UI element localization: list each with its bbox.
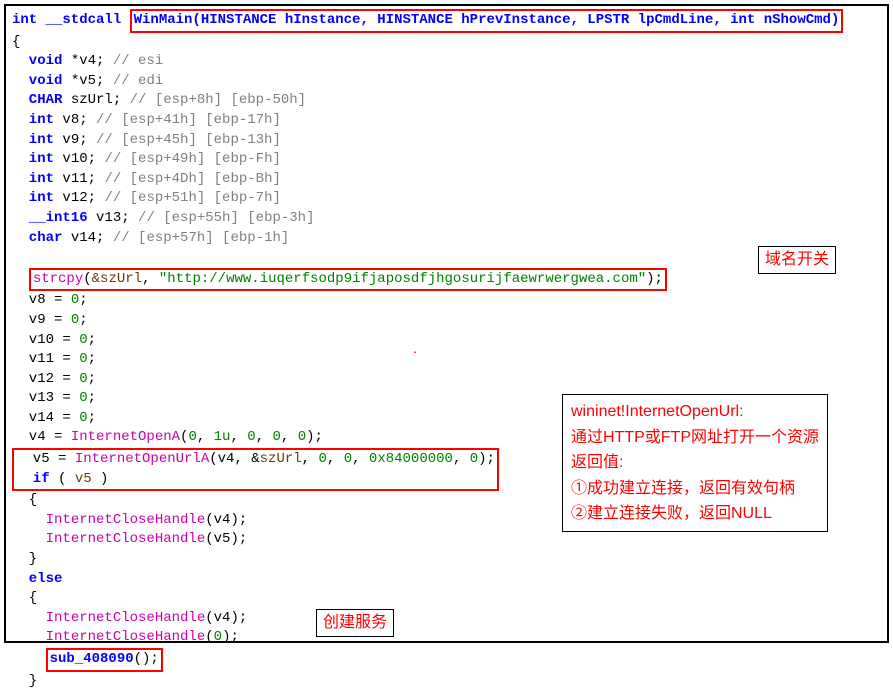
if-brace-close: } bbox=[12, 550, 881, 570]
line-signature: int __stdcall WinMain(HINSTANCE hInstanc… bbox=[12, 9, 881, 33]
callout-internetopenurl: wininet!InternetOpenUrl: 通过HTTP或FTP网址打开一… bbox=[562, 394, 828, 532]
strcpy-line: strcpy(&szUrl, "http://www.iuqerfsodp9if… bbox=[12, 268, 881, 292]
else-brace-close: } bbox=[12, 672, 881, 691]
decl-v8: int v8; // [esp+41h] [ebp-17h] bbox=[12, 111, 881, 131]
else-brace-open: { bbox=[12, 589, 881, 609]
code-panel: int __stdcall WinMain(HINSTANCE hInstanc… bbox=[4, 4, 889, 643]
close-v4-2: InternetCloseHandle(v4); bbox=[12, 609, 881, 629]
winmain-box: WinMain(HINSTANCE hInstance, HINSTANCE h… bbox=[130, 9, 844, 33]
sub-call-line: sub_408090(); bbox=[12, 648, 881, 672]
winmain-sig: WinMain(HINSTANCE hInstance, HINSTANCE h… bbox=[134, 12, 840, 28]
openurl-box: v5 = InternetOpenUrlA(v4, &szUrl, 0, 0, … bbox=[12, 448, 499, 491]
assign-v9: v9 = 0; bbox=[12, 311, 881, 331]
sub-box: sub_408090(); bbox=[46, 648, 163, 672]
close-0: InternetCloseHandle(0); bbox=[12, 628, 881, 648]
decl-v10: int v10; // [esp+49h] [ebp-Fh] bbox=[12, 150, 881, 170]
assign-v11: v11 = 0; bbox=[12, 350, 881, 370]
strcpy-box: strcpy(&szUrl, "http://www.iuqerfsodp9if… bbox=[29, 268, 667, 292]
assign-v8: v8 = 0; bbox=[12, 291, 881, 311]
callout-create-service: 创建服务 bbox=[316, 609, 394, 637]
assign-v12: v12 = 0; bbox=[12, 370, 881, 390]
decl-szurl: CHAR szUrl; // [esp+8h] [ebp-50h] bbox=[12, 91, 881, 111]
decl-v5: void *v5; // edi bbox=[12, 72, 881, 92]
blank-1 bbox=[12, 248, 881, 268]
decl-v11: int v11; // [esp+4Dh] [ebp-Bh] bbox=[12, 170, 881, 190]
decl-v9: int v9; // [esp+45h] [ebp-13h] bbox=[12, 131, 881, 151]
decl-v12: int v12; // [esp+51h] [ebp-7h] bbox=[12, 189, 881, 209]
callout-domain-switch: 域名开关 bbox=[758, 246, 836, 274]
assign-v10: v10 = 0; bbox=[12, 331, 881, 351]
decl-v4: void *v4; // esi bbox=[12, 52, 881, 72]
decl-v14: char v14; // [esp+57h] [ebp-1h] bbox=[12, 229, 881, 249]
ret-type: int __stdcall bbox=[12, 12, 130, 28]
decl-v13: __int16 v13; // [esp+55h] [ebp-3h] bbox=[12, 209, 881, 229]
else-line: else bbox=[12, 570, 881, 590]
close-v5: InternetCloseHandle(v5); bbox=[12, 530, 881, 550]
red-dot: . bbox=[412, 345, 418, 359]
brace-open: { bbox=[12, 33, 881, 53]
